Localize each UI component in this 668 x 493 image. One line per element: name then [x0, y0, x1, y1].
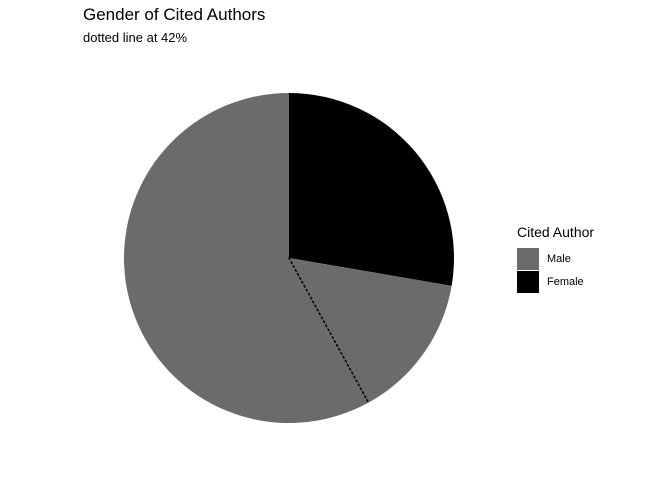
legend-title: Cited Author: [517, 224, 595, 240]
legend: Cited Author Male Female: [517, 223, 594, 293]
reference-line-dotted: [288, 257, 370, 404]
legend-key-female: [517, 270, 539, 293]
legend-label-male: Male: [547, 252, 571, 265]
legend-key-male: [517, 247, 539, 270]
chart-title: Gender of Cited Authors: [83, 5, 266, 24]
legend-item-female: Female: [517, 270, 594, 293]
pie-slice-male: [123, 93, 452, 423]
legend-label-female: Female: [547, 275, 584, 288]
pie-slice-female: [289, 93, 454, 286]
legend-item-male: Male: [517, 247, 594, 270]
chart-subtitle: dotted line at 42%: [83, 30, 188, 45]
